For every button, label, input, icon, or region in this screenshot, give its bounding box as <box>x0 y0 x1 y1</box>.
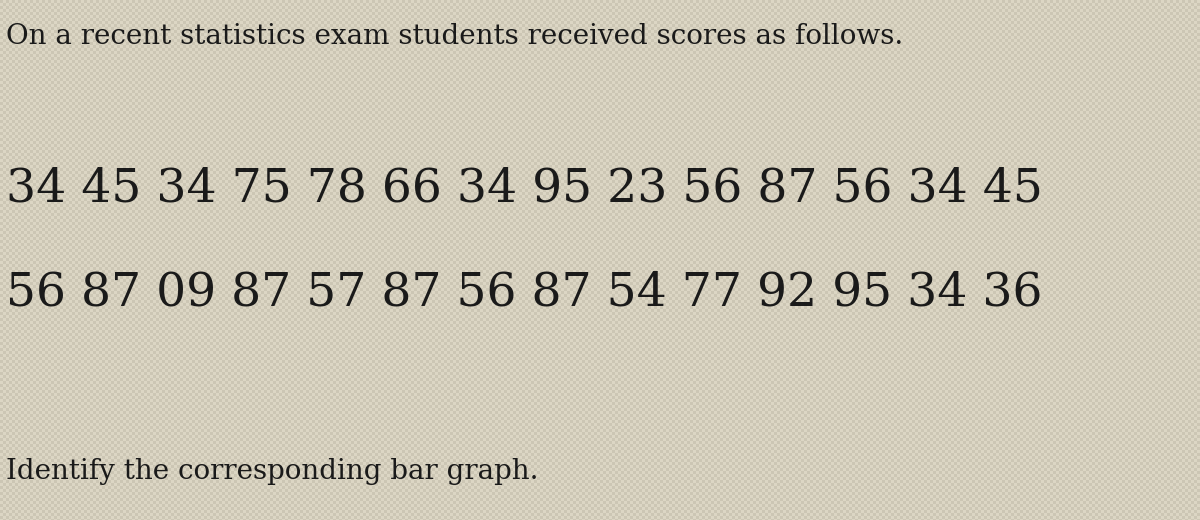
Text: Identify the corresponding bar graph.: Identify the corresponding bar graph. <box>6 458 539 485</box>
Text: 34 45 34 75 78 66 34 95 23 56 87 56 34 45: 34 45 34 75 78 66 34 95 23 56 87 56 34 4… <box>6 166 1043 212</box>
Text: On a recent statistics exam students received scores as follows.: On a recent statistics exam students rec… <box>6 23 904 50</box>
Text: 56 87 09 87 57 87 56 87 54 77 92 95 34 36: 56 87 09 87 57 87 56 87 54 77 92 95 34 3… <box>6 270 1043 316</box>
